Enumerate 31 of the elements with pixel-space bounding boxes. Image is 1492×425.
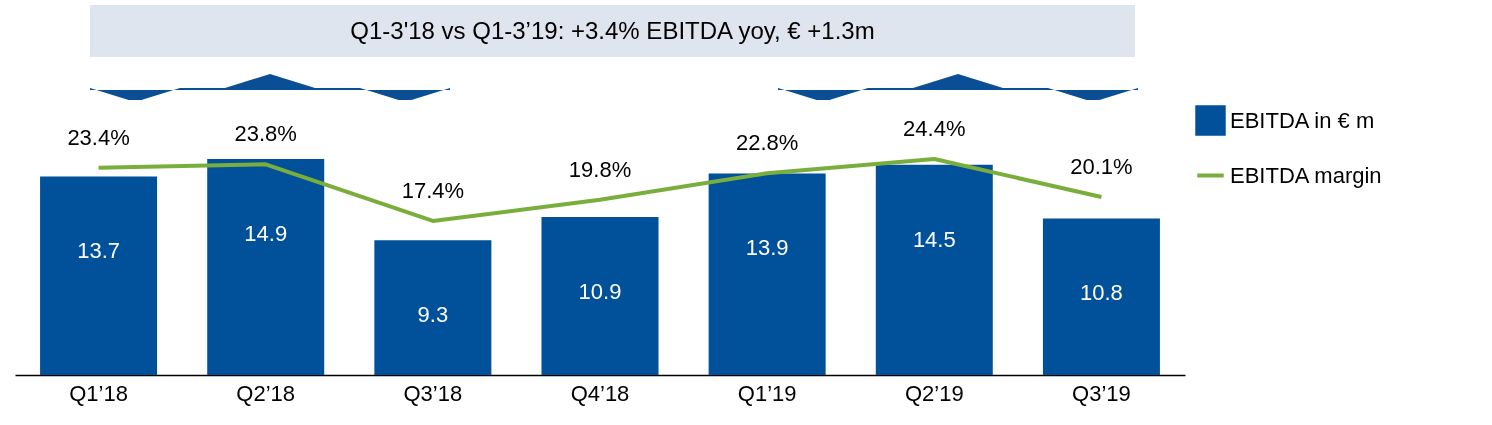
bar [40,176,158,375]
data-label: 19.8% [568,156,632,182]
x-tick-label: Q4’18 [570,380,630,406]
bar [1042,218,1160,375]
legend-label: EBITDA margin [1230,162,1382,188]
data-label: 10.9 [578,278,622,304]
data-label: 20.1% [1070,154,1133,180]
data-label: 13.9 [745,235,789,261]
x-tick-label: Q1’19 [737,380,797,406]
data-label: 14.5 [912,226,956,252]
x-tick-label: Q2’19 [904,380,964,406]
bar [708,173,826,375]
chart-title: Q1-3'18 vs Q1-3’19: +3.4% EBITDA yoy, € +1.3m [90,5,1135,57]
data-label: 22.8% [735,130,799,156]
data-label: 14.9 [244,221,288,246]
data-label: 17.4% [401,177,465,203]
data-label: 10.8 [1080,280,1123,306]
data-label: 23.4% [67,124,130,150]
data-label: 24.4% [903,116,966,141]
data-label: 13.7 [77,238,120,264]
x-tick-label: Q3’19 [1072,380,1131,406]
bar [541,216,659,375]
x-tick-label: Q1’18 [69,380,128,406]
data-label: 23.8% [234,121,297,147]
data-label: 9.3 [417,302,449,328]
bar [875,164,993,375]
x-tick-label: Q2’18 [236,380,296,406]
bar [207,159,325,375]
bar [374,240,492,375]
legend-label: EBITDA in € m [1230,107,1375,133]
x-tick-label: Q3’18 [403,380,463,406]
